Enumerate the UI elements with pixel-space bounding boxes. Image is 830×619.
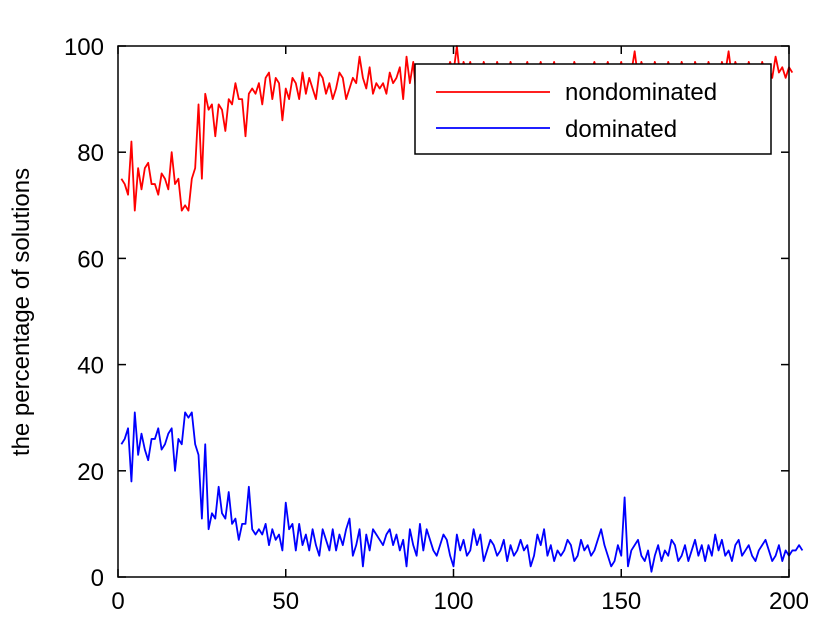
x-tick-label: 50 [272, 588, 299, 615]
ticks-layer [117, 45, 790, 578]
legend-label-nondominated: nondominated [565, 79, 717, 106]
x-tick-label: 0 [111, 588, 124, 615]
legend-label-dominated: dominated [565, 116, 677, 143]
x-tick-label: 200 [769, 588, 809, 615]
legend: nondominated dominated [414, 63, 772, 155]
x-tick-label: 100 [433, 588, 473, 615]
tick-labels-layer: 0 50 100 150 200 0 20 40 60 80 100 [64, 34, 809, 615]
y-tick-label: 80 [77, 140, 104, 167]
y-axis-title: the percentage of solutions [8, 168, 35, 456]
y-tick-label: 20 [77, 459, 104, 486]
y-tick-label: 0 [91, 565, 104, 592]
y-tick-label: 40 [77, 353, 104, 380]
x-tick-label: 150 [601, 588, 641, 615]
legend-box [414, 63, 772, 155]
y-tick-label: 60 [77, 246, 104, 273]
series-line-dominated [120, 411, 804, 573]
y-tick-label: 100 [64, 34, 104, 61]
